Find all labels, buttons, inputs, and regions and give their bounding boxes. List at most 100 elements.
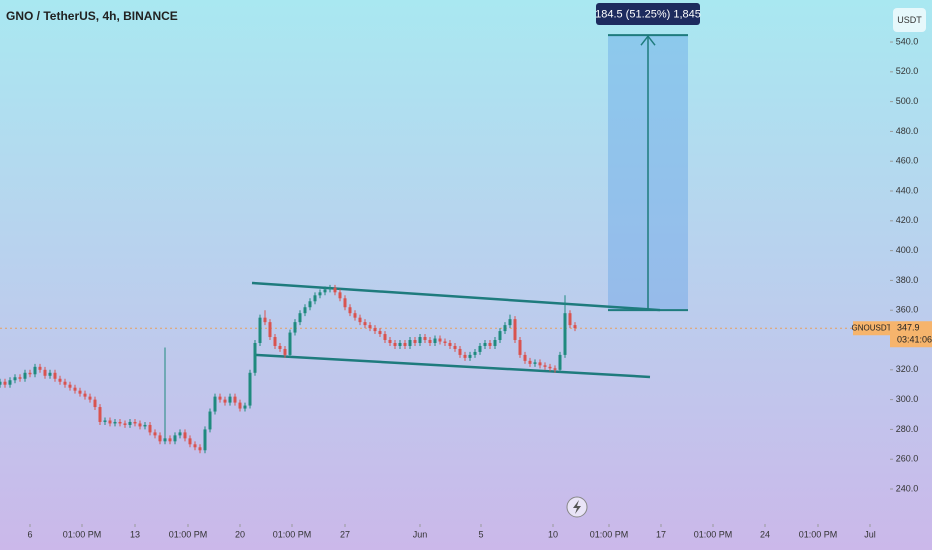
- candle-body: [263, 317, 267, 323]
- y-tick-label: 480.0: [896, 126, 919, 136]
- candle-body: [443, 341, 447, 343]
- candle-body: [28, 372, 32, 375]
- last-price-label: 347.9: [897, 323, 920, 333]
- y-tick-label: 360.0: [896, 305, 919, 315]
- y-tick-label: 400.0: [896, 245, 919, 255]
- candle-body: [173, 435, 177, 442]
- candle-body: [258, 317, 262, 343]
- candle-body: [33, 366, 37, 375]
- x-tick-label: 01:00 PM: [694, 529, 733, 539]
- candle-body: [193, 444, 197, 448]
- candle-body: [553, 368, 557, 370]
- candle-body: [328, 287, 332, 290]
- candle-body: [18, 377, 22, 379]
- candle-body: [103, 420, 107, 422]
- measure-label-box: [596, 3, 700, 25]
- measure-arrowhead: [640, 34, 656, 46]
- x-tick-label: 17: [656, 529, 666, 539]
- chart-title: GNO / TetherUS, 4h, BINANCE: [6, 9, 178, 23]
- currency-label[interactable]: USDT: [897, 15, 922, 25]
- x-tick-label: 10: [548, 529, 558, 539]
- y-tick-label: 300.0: [896, 394, 919, 404]
- candle-body: [348, 307, 352, 314]
- candle-body: [428, 340, 432, 343]
- candle-body: [73, 387, 77, 391]
- candle-body: [163, 438, 167, 442]
- x-tick-label: 24: [760, 529, 770, 539]
- candle-body: [478, 345, 482, 352]
- candle-body: [208, 411, 212, 430]
- y-tick-label: 440.0: [896, 185, 919, 195]
- candle-body: [573, 325, 577, 329]
- trend-line: [251, 281, 661, 312]
- candle-body: [238, 402, 242, 409]
- x-tick-label: 01:00 PM: [799, 529, 838, 539]
- candle-body: [558, 354, 562, 370]
- x-tick-label: 01:00 PM: [169, 529, 208, 539]
- candle-body: [338, 292, 342, 299]
- candle-body: [508, 319, 512, 326]
- candle-body: [83, 393, 87, 397]
- candle-body: [118, 421, 122, 424]
- candle-body: [323, 289, 327, 293]
- candle-body: [78, 390, 82, 394]
- candle-body: [228, 396, 232, 403]
- candle-body: [253, 342, 257, 373]
- candle-body: [548, 366, 552, 369]
- candle-body: [178, 432, 182, 436]
- y-tick-label: 280.0: [896, 424, 919, 434]
- candle-body: [188, 438, 192, 445]
- x-tick-label: 01:00 PM: [63, 529, 102, 539]
- countdown-label: 03:41:06: [897, 335, 932, 345]
- currency-button[interactable]: [893, 8, 926, 32]
- y-tick-label: 240.0: [896, 483, 919, 493]
- candle-body: [268, 322, 272, 338]
- candle-body: [133, 421, 137, 424]
- candle-body: [528, 360, 532, 364]
- candle-body: [0, 381, 2, 385]
- candle-body: [453, 345, 457, 349]
- x-tick-label: Jul: [864, 529, 876, 539]
- candle-body: [383, 334, 387, 341]
- candle-body: [563, 313, 567, 355]
- candle-body: [538, 362, 542, 366]
- candle-body: [473, 351, 477, 355]
- y-tick-label: 420.0: [896, 215, 919, 225]
- candle-body: [3, 381, 7, 385]
- y-tick-label: 500.0: [896, 96, 919, 106]
- lightning-icon: [573, 500, 581, 514]
- symbol-label: GNOUSDT: [852, 323, 892, 332]
- candle-body: [143, 424, 147, 427]
- candle-body: [433, 338, 437, 343]
- candle-body: [568, 313, 572, 326]
- x-tick-label: 01:00 PM: [273, 529, 312, 539]
- candle-body: [308, 301, 312, 308]
- candle-body: [233, 396, 237, 403]
- candle-body: [43, 369, 47, 376]
- candle-body: [503, 325, 507, 332]
- candle-body: [158, 435, 162, 442]
- candle-body: [358, 317, 362, 323]
- candle-body: [543, 365, 547, 367]
- candle-body: [468, 354, 472, 358]
- candle-body: [438, 338, 442, 342]
- candle-body: [423, 337, 427, 341]
- candle-body: [213, 396, 217, 412]
- candle-body: [463, 354, 467, 358]
- candle-body: [183, 432, 187, 439]
- candle-body: [533, 362, 537, 364]
- y-tick-label: 320.0: [896, 364, 919, 374]
- candle-body: [313, 295, 317, 302]
- candle-body: [373, 328, 377, 332]
- candle-body: [198, 447, 202, 451]
- y-tick-label: 460.0: [896, 156, 919, 166]
- candle-body: [318, 292, 322, 296]
- candle-body: [363, 322, 367, 326]
- candle-body: [108, 420, 112, 424]
- candle-body: [58, 378, 62, 382]
- candle-body: [93, 399, 97, 408]
- candle-body: [13, 377, 17, 381]
- candle-body: [498, 331, 502, 341]
- candle-body: [343, 298, 347, 308]
